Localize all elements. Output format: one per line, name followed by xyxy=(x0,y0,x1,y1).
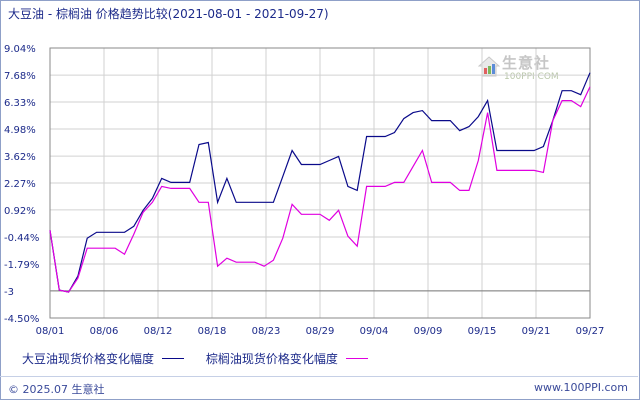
y-tick-label: -4.50% xyxy=(4,314,39,325)
x-tick-label: 08/18 xyxy=(198,326,227,337)
x-tick-label: 09/21 xyxy=(522,326,551,337)
watermark-logo: 生意社 100PPI.COM xyxy=(478,52,559,88)
x-tick-label: 09/04 xyxy=(360,326,389,337)
legend-item-palm-oil: 棕榈油现货价格变化幅度 xyxy=(206,350,368,367)
x-tick-label: 08/29 xyxy=(306,326,335,337)
y-tick-label: -0.44% xyxy=(4,233,39,244)
chart-title: 大豆油 - 棕榈油 价格趋势比较(2021-08-01 - 2021-09-27… xyxy=(8,7,329,21)
y-tick-label: 7.68% xyxy=(4,71,36,82)
y-tick-label: 4.98% xyxy=(4,125,36,136)
legend-label: 大豆油现货价格变化幅度 xyxy=(22,352,155,366)
site-link[interactable]: www.100PPI.com xyxy=(534,381,628,394)
x-tick-label: 08/01 xyxy=(36,326,65,337)
y-tick-label: -3 xyxy=(4,287,14,298)
legend-label: 棕榈油现货价格变化幅度 xyxy=(205,352,338,366)
footer: © 2025.07 生意社 www.100PPI.com xyxy=(0,376,638,399)
copyright-text: © 2025.07 生意社 xyxy=(8,383,105,396)
watermark-name: 生意社 xyxy=(502,54,551,72)
legend-swatch xyxy=(162,358,185,359)
y-tick-label: -1.79% xyxy=(4,260,39,271)
legend-item-soybean-oil: 大豆油现货价格变化幅度 xyxy=(22,350,185,367)
x-tick-label: 09/27 xyxy=(576,326,605,337)
plot-area xyxy=(49,47,591,319)
legend: 大豆油现货价格变化幅度 棕榈油现货价格变化幅度 xyxy=(22,350,386,367)
legend-swatch xyxy=(345,358,368,359)
series-line-palm-oil xyxy=(49,86,591,293)
watermark-sub: 100PPI.COM xyxy=(504,72,559,82)
y-tick-label: 6.33% xyxy=(4,98,36,109)
x-tick-label: 08/23 xyxy=(252,326,281,337)
house-logo-icon xyxy=(478,56,500,77)
x-tick-label: 09/09 xyxy=(414,326,443,337)
y-tick-label: 3.62% xyxy=(4,152,36,163)
series-line-soybean-oil xyxy=(49,72,591,293)
x-tick-label: 09/15 xyxy=(468,326,497,337)
y-tick-label: 2.27% xyxy=(4,179,36,190)
x-tick-label: 08/06 xyxy=(90,326,119,337)
y-tick-label: 0.92% xyxy=(4,206,36,217)
x-tick-label: 08/12 xyxy=(144,326,173,337)
y-tick-label: 9.04% xyxy=(4,44,36,55)
